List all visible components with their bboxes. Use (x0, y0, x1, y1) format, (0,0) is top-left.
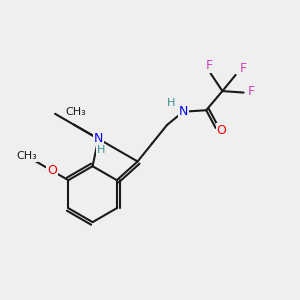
Text: H: H (167, 98, 175, 108)
Text: N: N (94, 132, 103, 145)
Text: CH₃: CH₃ (65, 107, 86, 117)
Text: O: O (217, 124, 226, 137)
Text: CH₃: CH₃ (17, 151, 38, 161)
Text: F: F (248, 85, 255, 98)
Text: N: N (178, 105, 188, 118)
Text: F: F (239, 62, 247, 75)
Text: O: O (47, 164, 57, 177)
Text: H: H (97, 145, 106, 155)
Text: F: F (206, 59, 213, 72)
